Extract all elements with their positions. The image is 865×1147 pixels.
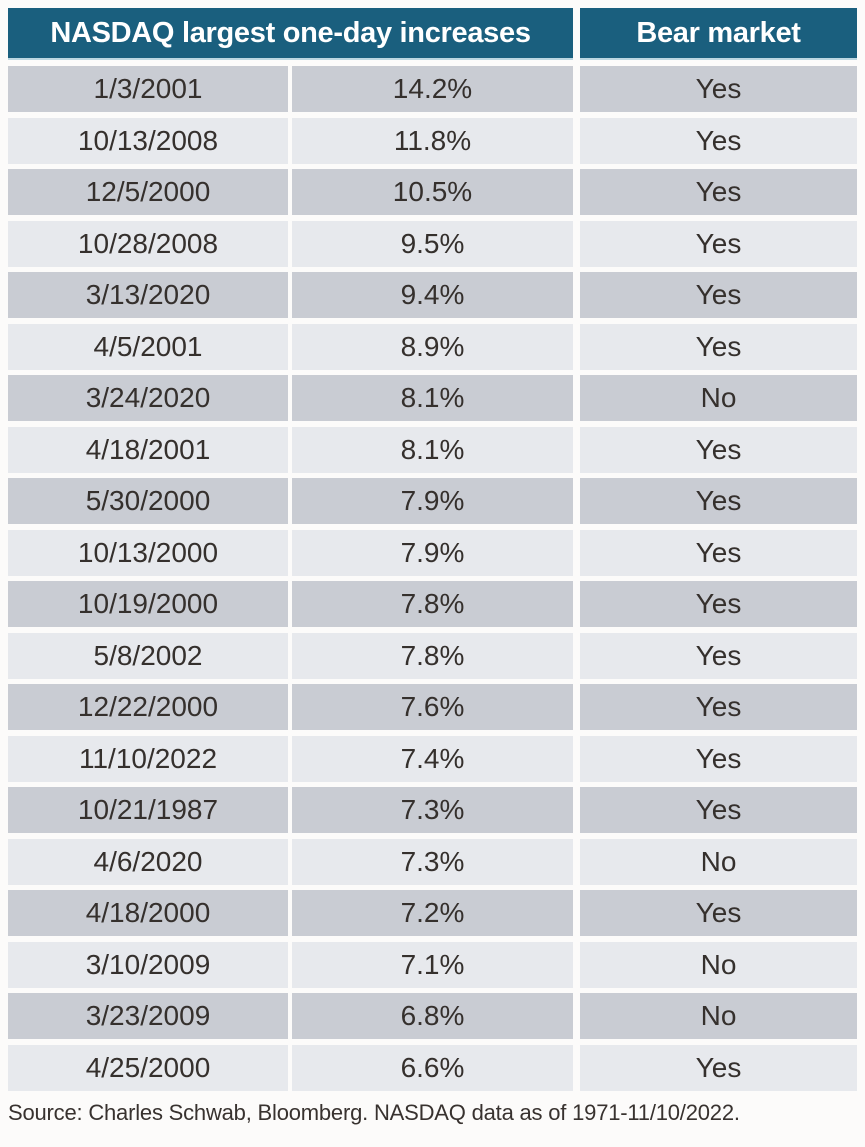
date-cell: 12/5/2000 [8, 169, 288, 215]
table-row: 4/6/2020 7.3% No [8, 838, 857, 885]
increase-cell: 8.1% [292, 375, 573, 421]
table-row: 10/13/2000 7.9% Yes [8, 529, 857, 576]
date-cell: 10/13/2008 [8, 117, 288, 164]
date-cell: 5/8/2002 [8, 632, 288, 679]
increase-cell: 7.3% [292, 838, 573, 885]
bear-market-cell: Yes [580, 787, 857, 833]
table-row: 12/22/2000 7.6% Yes [8, 684, 857, 730]
increase-cell: 7.4% [292, 735, 573, 782]
date-cell: 3/23/2009 [8, 993, 288, 1039]
date-cell: 3/10/2009 [8, 941, 288, 988]
increase-cell: 7.2% [292, 890, 573, 936]
increase-cell: 7.8% [292, 632, 573, 679]
increase-cell: 14.2% [292, 66, 573, 112]
date-cell: 3/13/2020 [8, 272, 288, 318]
table-row: 4/18/2000 7.2% Yes [8, 890, 857, 936]
table-body: 1/3/2001 14.2% Yes 10/13/2008 11.8% Yes … [8, 66, 857, 1091]
table-row: 10/28/2008 9.5% Yes [8, 220, 857, 267]
bear-market-cell: Yes [580, 426, 857, 473]
increase-cell: 7.6% [292, 684, 573, 730]
bear-market-cell: Yes [580, 478, 857, 524]
table-row: 11/10/2022 7.4% Yes [8, 735, 857, 782]
date-cell: 10/13/2000 [8, 529, 288, 576]
increase-cell: 8.9% [292, 323, 573, 370]
increase-cell: 6.6% [292, 1044, 573, 1091]
bear-market-cell: Yes [580, 581, 857, 627]
date-cell: 11/10/2022 [8, 735, 288, 782]
date-cell: 12/22/2000 [8, 684, 288, 730]
table-row: 3/10/2009 7.1% No [8, 941, 857, 988]
bear-market-cell: Yes [580, 735, 857, 782]
increase-cell: 9.5% [292, 220, 573, 267]
table-header-main: NASDAQ largest one-day increases [8, 8, 573, 60]
date-cell: 10/28/2008 [8, 220, 288, 267]
bear-market-cell: No [580, 838, 857, 885]
table-row: 5/8/2002 7.8% Yes [8, 632, 857, 679]
increase-cell: 7.8% [292, 581, 573, 627]
table-header-bear-market: Bear market [580, 8, 857, 60]
bear-market-cell: No [580, 375, 857, 421]
date-cell: 10/21/1987 [8, 787, 288, 833]
bear-market-cell: Yes [580, 529, 857, 576]
bear-market-cell: Yes [580, 323, 857, 370]
table-row: 5/30/2000 7.9% Yes [8, 478, 857, 524]
increase-cell: 7.9% [292, 478, 573, 524]
bear-market-cell: Yes [580, 1044, 857, 1091]
bear-market-cell: Yes [580, 632, 857, 679]
table-row: 10/13/2008 11.8% Yes [8, 117, 857, 164]
increase-cell: 7.1% [292, 941, 573, 988]
nasdaq-increases-table: NASDAQ largest one-day increases Bear ma… [8, 8, 857, 1126]
date-cell: 4/5/2001 [8, 323, 288, 370]
bear-market-cell: No [580, 993, 857, 1039]
date-cell: 4/18/2000 [8, 890, 288, 936]
source-note: Source: Charles Schwab, Bloomberg. NASDA… [8, 1099, 740, 1125]
table-row: 3/23/2009 6.8% No [8, 993, 857, 1039]
table-row: 1/3/2001 14.2% Yes [8, 66, 857, 112]
table-row: 4/18/2001 8.1% Yes [8, 426, 857, 473]
table-row: 4/5/2001 8.9% Yes [8, 323, 857, 370]
date-cell: 4/25/2000 [8, 1044, 288, 1091]
table-row: 10/19/2000 7.8% Yes [8, 581, 857, 627]
increase-cell: 7.9% [292, 529, 573, 576]
increase-cell: 9.4% [292, 272, 573, 318]
bear-market-cell: Yes [580, 117, 857, 164]
bear-market-cell: Yes [580, 66, 857, 112]
increase-cell: 6.8% [292, 993, 573, 1039]
bear-market-cell: Yes [580, 684, 857, 730]
increase-cell: 7.3% [292, 787, 573, 833]
bear-market-cell: Yes [580, 272, 857, 318]
date-cell: 4/6/2020 [8, 838, 288, 885]
bear-market-cell: No [580, 941, 857, 988]
increase-cell: 11.8% [292, 117, 573, 164]
date-cell: 4/18/2001 [8, 426, 288, 473]
increase-cell: 10.5% [292, 169, 573, 215]
date-cell: 3/24/2020 [8, 375, 288, 421]
date-cell: 1/3/2001 [8, 66, 288, 112]
bear-market-cell: Yes [580, 169, 857, 215]
date-cell: 10/19/2000 [8, 581, 288, 627]
table-row: 3/24/2020 8.1% No [8, 375, 857, 421]
table-row: 10/21/1987 7.3% Yes [8, 787, 857, 833]
table-row: 12/5/2000 10.5% Yes [8, 169, 857, 215]
bear-market-cell: Yes [580, 220, 857, 267]
increase-cell: 8.1% [292, 426, 573, 473]
table-header-row: NASDAQ largest one-day increases Bear ma… [8, 8, 857, 60]
bear-market-cell: Yes [580, 890, 857, 936]
table-row: 3/13/2020 9.4% Yes [8, 272, 857, 318]
table-row: 4/25/2000 6.6% Yes [8, 1044, 857, 1091]
date-cell: 5/30/2000 [8, 478, 288, 524]
